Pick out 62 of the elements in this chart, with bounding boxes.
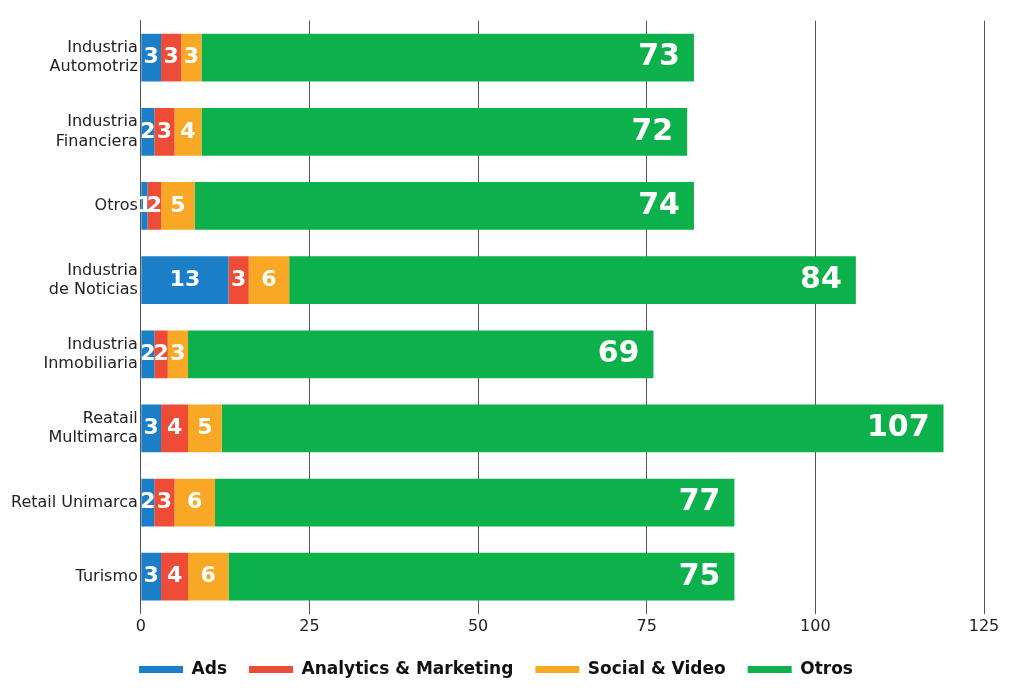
bar (161, 182, 195, 230)
x-tick-label: 100 (800, 615, 831, 635)
bar (201, 107, 688, 156)
data-label: 3 (183, 43, 200, 69)
data-label: 5 (170, 191, 186, 217)
data-label: 3 (143, 562, 159, 588)
data-label: 3 (230, 265, 247, 291)
bar (248, 256, 290, 304)
bar (201, 33, 694, 82)
data-label: 5 (197, 414, 213, 440)
y-tick-label: Reatail Multimarca (48, 407, 138, 447)
x-tick-label: 125 (968, 615, 1000, 635)
bar (188, 404, 222, 453)
legend-label: Social & Video (587, 657, 726, 678)
data-label: 84 (800, 259, 842, 295)
x-tick-label: 50 (467, 615, 489, 635)
data-label: 4 (166, 414, 183, 440)
bar (221, 404, 944, 453)
bar (188, 330, 654, 379)
data-label: 6 (187, 488, 203, 514)
x-tick-label: 75 (636, 615, 657, 635)
legend-label: Ads (191, 657, 228, 678)
data-label: 2 (140, 117, 156, 143)
data-label: 3 (156, 117, 173, 143)
bar (215, 478, 735, 527)
data-label: 6 (200, 562, 216, 588)
legend-label: Analytics & Marketing (301, 657, 514, 678)
y-tick-label: Industria de Noticias (48, 259, 138, 298)
y-tick-label: Industria Inmobiliaria (43, 333, 138, 373)
data-label: 3 (156, 488, 173, 514)
data-label: 13 (169, 265, 201, 291)
data-label: 3 (170, 339, 186, 365)
data-label: 73 (638, 37, 680, 73)
data-label: 77 (678, 482, 721, 518)
x-tick-label: 25 (299, 615, 320, 635)
bar (228, 552, 735, 601)
data-label: 4 (180, 117, 196, 143)
y-tick-label: Turismo (74, 565, 138, 585)
y-tick-label: Industria Automotriz (49, 37, 138, 76)
y-tick-label: Otros (94, 195, 138, 215)
data-label: 69 (597, 334, 640, 370)
data-label: 2 (140, 339, 156, 365)
y-tick-label: Retail Unimarca (11, 491, 138, 511)
data-label: 2 (153, 339, 169, 365)
data-label: 75 (678, 556, 721, 592)
data-label: 3 (143, 414, 159, 440)
x-tick-label: 0 (135, 615, 146, 635)
data-label: 74 (638, 185, 680, 221)
bar (174, 107, 202, 156)
data-label: 3 (143, 43, 159, 69)
data-label: 2 (140, 488, 156, 514)
data-label: 3 (163, 43, 179, 69)
data-label: 107 (866, 408, 930, 444)
bar (188, 552, 229, 601)
y-tick-label: Industria Financiera (55, 111, 138, 150)
bar (141, 256, 229, 304)
legend-label: Otros (800, 657, 853, 678)
data-label: 4 (166, 562, 183, 588)
bar (194, 182, 694, 230)
data-label: 72 (631, 111, 674, 147)
bar (289, 256, 856, 304)
data-label: 6 (261, 265, 277, 291)
